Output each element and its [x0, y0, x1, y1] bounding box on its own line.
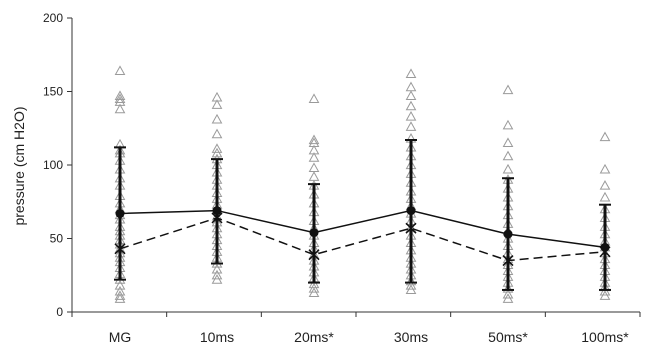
- mean-marker-dot: [503, 229, 513, 239]
- data-point-triangle: [211, 147, 223, 158]
- data-point-triangle: [308, 93, 320, 103]
- data-point-triangle: [405, 81, 417, 92]
- data-point-triangle: [308, 282, 320, 293]
- data-point-triangle: [114, 90, 126, 101]
- mean-marker-dot: [212, 206, 222, 216]
- data-point-triangle: [211, 274, 223, 284]
- data-point-triangle: [502, 137, 514, 148]
- y-tick-label: 100: [43, 158, 63, 172]
- x-category-label: 20ms*: [294, 329, 334, 345]
- x-category-label: 50ms*: [488, 329, 528, 345]
- x-category-label: MG: [109, 329, 132, 345]
- median-marker-x: [308, 249, 320, 261]
- mean-marker-dot: [406, 206, 416, 216]
- data-point-triangle: [405, 100, 417, 111]
- data-point-triangle: [211, 113, 223, 124]
- data-point-triangle: [405, 68, 417, 78]
- data-point-triangle: [211, 269, 223, 280]
- data-point-triangle: [502, 150, 514, 161]
- y-tick-label: 200: [43, 11, 63, 25]
- data-point-triangle: [599, 131, 611, 142]
- data-point-triangle: [114, 103, 126, 114]
- data-point-triangle: [405, 280, 417, 290]
- mean-marker-dot: [600, 242, 610, 252]
- data-point-triangle: [405, 90, 417, 101]
- data-point-triangle: [502, 119, 514, 130]
- data-point-triangle: [405, 121, 417, 131]
- data-point-triangle: [211, 143, 223, 153]
- data-point-triangle: [114, 280, 126, 290]
- series-markers: [114, 206, 611, 267]
- error-bars: [114, 139, 611, 291]
- data-point-triangle: [308, 287, 320, 297]
- mean-marker-dot: [309, 228, 319, 238]
- median-marker-x: [405, 222, 417, 234]
- data-point-triangle: [114, 293, 126, 303]
- data-point-triangle: [599, 290, 611, 300]
- data-point-triangle: [114, 290, 126, 300]
- data-point-triangle: [211, 128, 223, 139]
- x-category-label: 100ms*: [581, 329, 629, 345]
- data-point-triangle: [211, 263, 223, 274]
- scatter-points: [114, 65, 611, 303]
- data-point-triangle: [502, 282, 514, 293]
- data-point-triangle: [308, 171, 320, 181]
- data-point-triangle: [308, 162, 320, 173]
- y-axis-title: pressure (cm H2O): [11, 106, 27, 225]
- data-point-triangle: [211, 99, 223, 109]
- data-point-triangle: [308, 152, 320, 162]
- data-point-triangle: [502, 84, 514, 95]
- data-point-triangle: [405, 110, 417, 121]
- median-marker-x: [114, 243, 126, 255]
- data-point-triangle: [599, 180, 611, 190]
- axes: 0 50 100 150 200 MG 10ms 20ms* 30ms 50ms* 100ms*: [43, 11, 641, 345]
- data-point-triangle: [502, 163, 514, 174]
- median-marker-x: [502, 255, 514, 267]
- data-point-triangle: [114, 65, 126, 76]
- data-point-triangle: [502, 288, 514, 299]
- median-marker-x: [599, 246, 611, 258]
- data-point-triangle: [405, 284, 417, 295]
- data-point-triangle: [599, 163, 611, 174]
- data-point-triangle: [114, 93, 126, 103]
- y-tick-label: 50: [50, 232, 64, 246]
- mean-marker-dot: [115, 209, 125, 219]
- median-marker-x: [211, 212, 223, 224]
- series-lines: [119, 209, 606, 262]
- x-category-label: 30ms: [394, 329, 428, 345]
- median-line-dashed: [119, 217, 606, 262]
- data-point-triangle: [502, 293, 514, 303]
- data-point-triangle: [599, 191, 611, 202]
- y-tick-label: 0: [56, 305, 63, 319]
- data-point-triangle: [599, 285, 611, 296]
- y-tick-label: 150: [43, 85, 63, 99]
- data-point-triangle: [308, 134, 320, 145]
- mean-line-solid: [119, 209, 606, 249]
- x-category-label: 10ms: [200, 329, 234, 345]
